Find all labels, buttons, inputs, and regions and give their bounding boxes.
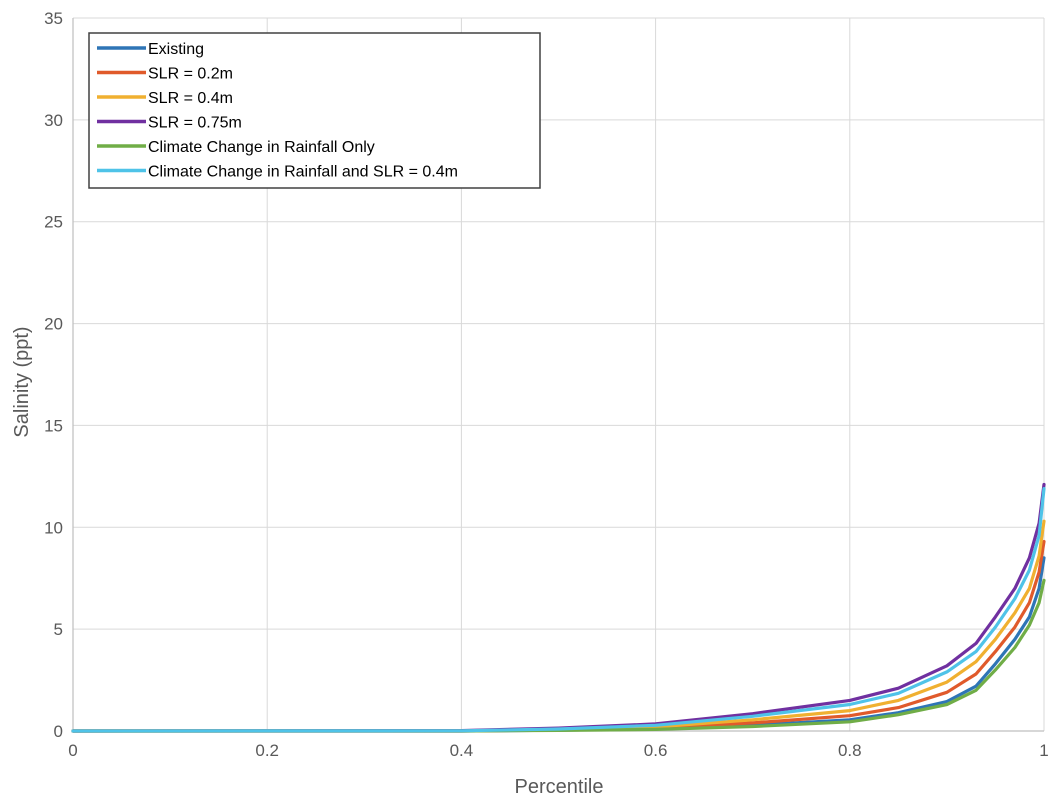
x-axis-title: Percentile [515, 776, 604, 798]
legend-label: SLR = 0.4m [148, 90, 233, 107]
series-lines [71, 482, 1046, 733]
legend-label: SLR = 0.2m [148, 66, 233, 83]
y-tick-label: 0 [54, 722, 63, 741]
y-axis-title: Salinity (ppt) [11, 326, 33, 437]
series-line-5 [71, 578, 1046, 733]
legend-label: SLR = 0.75m [148, 115, 242, 132]
x-tick-label: 1 [1039, 741, 1048, 760]
legend-box [88, 32, 541, 189]
y-tick-label: 5 [54, 620, 63, 639]
y-tick-label: 20 [44, 315, 63, 334]
y-tick-label: 25 [44, 213, 63, 232]
legend: Existing SLR = 0.2m SLR = 0.4m SLR = 0.75m C… [88, 32, 541, 189]
legend-label: Climate Change in Rainfall Only [148, 139, 375, 156]
x-tick-label: 0.6 [644, 741, 668, 760]
y-tick-label: 30 [44, 111, 63, 130]
x-tick-label: 0.2 [255, 741, 279, 760]
y-tick-label: 35 [44, 9, 63, 28]
x-tick-label: 0 [68, 741, 77, 760]
x-tick-label: 0.8 [838, 741, 862, 760]
y-tick-label: 15 [44, 416, 63, 435]
legend-items: Existing SLR = 0.2m SLR = 0.4m SLR = 0.75m C… [97, 41, 458, 181]
x-tick-label: 0.4 [450, 741, 474, 760]
y-tick-labels: 0 5 10 15 20 25 30 35 [44, 9, 63, 741]
legend-label: Climate Change in Rainfall and SLR = 0.4… [148, 164, 458, 181]
y-tick-label: 10 [44, 518, 63, 537]
series-line-6 [71, 487, 1046, 733]
legend-label: Existing [148, 41, 204, 58]
x-tick-labels: 0 0.2 0.4 0.6 0.8 1 [68, 741, 1048, 760]
